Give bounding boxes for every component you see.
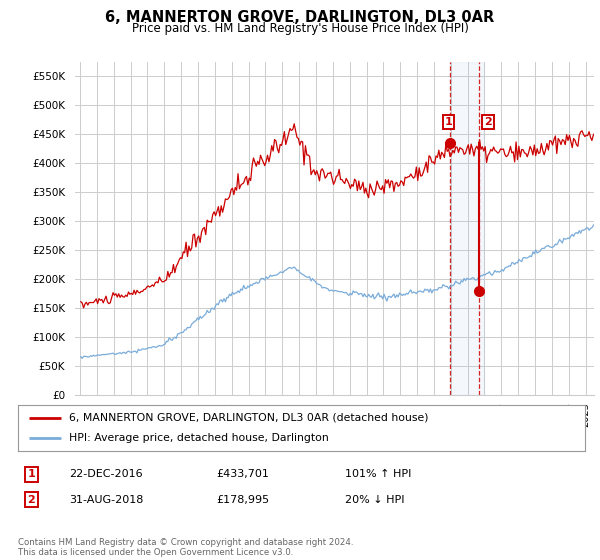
Text: £178,995: £178,995 xyxy=(216,494,269,505)
Text: 2: 2 xyxy=(28,494,35,505)
Text: 6, MANNERTON GROVE, DARLINGTON, DL3 0AR (detached house): 6, MANNERTON GROVE, DARLINGTON, DL3 0AR … xyxy=(69,413,428,423)
Text: 31-AUG-2018: 31-AUG-2018 xyxy=(69,494,143,505)
Text: 20% ↓ HPI: 20% ↓ HPI xyxy=(345,494,404,505)
Text: Contains HM Land Registry data © Crown copyright and database right 2024.
This d: Contains HM Land Registry data © Crown c… xyxy=(18,538,353,557)
Text: 2: 2 xyxy=(484,117,492,127)
Bar xyxy=(450,62,484,395)
Text: 6, MANNERTON GROVE, DARLINGTON, DL3 0AR: 6, MANNERTON GROVE, DARLINGTON, DL3 0AR xyxy=(106,10,494,25)
Text: 1: 1 xyxy=(445,117,452,127)
Text: HPI: Average price, detached house, Darlington: HPI: Average price, detached house, Darl… xyxy=(69,433,329,443)
Text: 1: 1 xyxy=(28,469,35,479)
Text: £433,701: £433,701 xyxy=(216,469,269,479)
Text: Price paid vs. HM Land Registry's House Price Index (HPI): Price paid vs. HM Land Registry's House … xyxy=(131,22,469,35)
Text: 22-DEC-2016: 22-DEC-2016 xyxy=(69,469,143,479)
Text: 101% ↑ HPI: 101% ↑ HPI xyxy=(345,469,412,479)
